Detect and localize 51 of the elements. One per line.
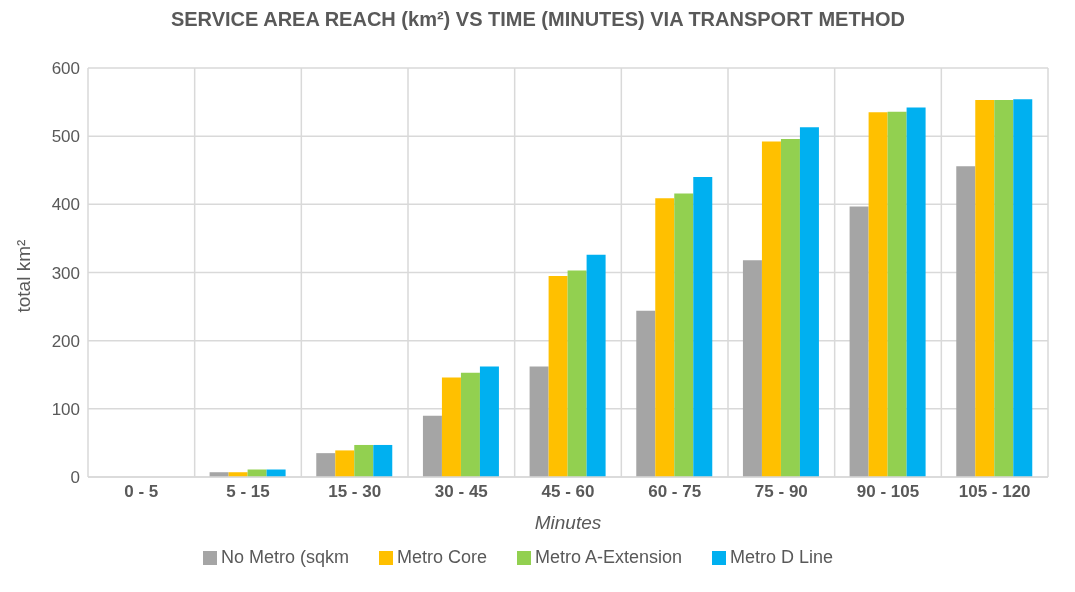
y-tick-label: 0 xyxy=(70,468,80,488)
bar xyxy=(849,206,869,477)
x-tick-label: 90 - 105 xyxy=(856,482,920,502)
bar xyxy=(422,415,442,477)
x-tick-label: 60 - 75 xyxy=(648,482,702,502)
legend-label: Metro Core xyxy=(396,547,487,567)
bar xyxy=(373,444,393,477)
bar xyxy=(799,127,819,477)
bar xyxy=(655,198,675,477)
x-tick-label: 75 - 90 xyxy=(754,482,808,502)
y-axis-title: total km² xyxy=(12,239,34,313)
bar xyxy=(586,254,606,477)
chart-title: SERVICE AREA REACH (km²) VS TIME (MINUTES) VIA TRANSPORT METHOD xyxy=(169,8,907,31)
bar xyxy=(460,372,480,477)
bar xyxy=(636,310,656,477)
y-tick-label: 100 xyxy=(51,399,80,419)
legend-label: Metro D Line xyxy=(730,547,834,567)
bar xyxy=(994,100,1014,477)
bar xyxy=(441,377,461,477)
bar xyxy=(1013,99,1033,477)
bar xyxy=(742,260,762,477)
bar xyxy=(956,166,976,477)
bar xyxy=(887,111,907,477)
y-tick-label: 200 xyxy=(51,331,80,351)
x-tick-label: 0 - 5 xyxy=(124,482,159,502)
x-tick-label: 30 - 45 xyxy=(434,482,488,502)
x-tick-label: 45 - 60 xyxy=(541,482,595,502)
y-tick-label: 300 xyxy=(51,263,80,283)
x-axis-title: Minutes xyxy=(534,512,602,533)
bar xyxy=(479,366,499,477)
bar xyxy=(761,141,781,477)
x-tick-label: 5 - 15 xyxy=(226,482,270,502)
legend-label: Metro A-Extension xyxy=(534,547,683,567)
bar xyxy=(674,193,694,477)
y-tick-label: 500 xyxy=(51,127,80,147)
x-tick-label: 105 - 120 xyxy=(958,482,1031,502)
bar xyxy=(335,450,355,477)
bar xyxy=(354,444,374,477)
bar xyxy=(780,138,800,477)
y-tick-label: 400 xyxy=(51,195,80,215)
bar xyxy=(529,366,549,477)
bar xyxy=(975,100,995,477)
x-tick-label: 15 - 30 xyxy=(328,482,382,502)
bar xyxy=(548,275,568,477)
bar xyxy=(906,107,926,477)
legend-label: No Metro (sqkm xyxy=(220,547,349,567)
bar xyxy=(693,177,713,477)
bar xyxy=(868,112,888,477)
bar xyxy=(567,270,587,477)
bar xyxy=(316,453,336,477)
y-tick-label: 600 xyxy=(51,59,80,79)
